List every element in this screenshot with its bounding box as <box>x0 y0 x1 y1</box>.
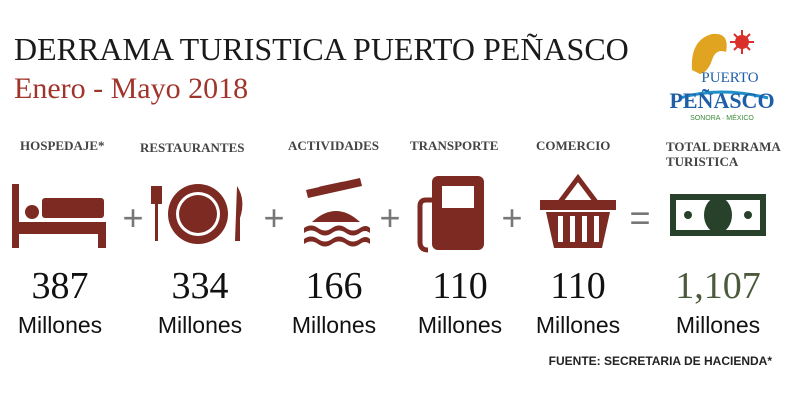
item-unit: Millones <box>158 312 242 338</box>
total-unit: Millones <box>676 312 760 338</box>
logo-text: PEÑASCO <box>669 88 774 113</box>
item-label: TRANSPORTE <box>410 138 498 153</box>
item-unit: Millones <box>418 312 502 338</box>
basket-icon <box>540 173 616 248</box>
subtitle: Enero - Mayo 2018 <box>14 72 248 105</box>
operator: + <box>122 197 143 238</box>
item-value: 166 <box>306 265 363 307</box>
item-unit: Millones <box>292 312 376 338</box>
logo-text: SONORA · MÉXICO <box>690 113 754 122</box>
money-icon <box>670 194 766 236</box>
logo-text: PUERTO <box>701 70 758 86</box>
operator: + <box>263 197 284 238</box>
bed-icon <box>12 184 106 248</box>
total-label: TURISTICA <box>666 154 739 169</box>
title: DERRAMA TURISTICA PUERTO PEÑASCO <box>14 31 629 67</box>
item-label: HOSPEDAJE* <box>20 138 105 153</box>
item-value: 387 <box>32 265 89 307</box>
operator: = <box>629 197 650 238</box>
total-label: TOTAL DERRAMA <box>666 139 781 154</box>
item-label: COMERCIO <box>536 138 610 153</box>
fuel-icon <box>417 176 484 253</box>
operator: + <box>501 197 522 238</box>
item-label: ACTIVIDADES <box>288 138 379 153</box>
activities-icon <box>304 178 370 247</box>
item-label: RESTAURANTES <box>140 140 245 155</box>
operator: + <box>379 197 400 238</box>
item-value: 334 <box>172 265 229 307</box>
plate-icon <box>151 184 243 244</box>
source: FUENTE: SECRETARIA DE HACIENDA* <box>549 354 773 368</box>
item-unit: Millones <box>536 312 620 338</box>
item-value: 110 <box>432 265 488 307</box>
logo: PUERTO PEÑASCO SONORA · MÉXICO <box>669 30 775 122</box>
item-value: 110 <box>550 265 606 307</box>
total-value: 1,107 <box>675 265 761 307</box>
item-unit: Millones <box>18 312 102 338</box>
